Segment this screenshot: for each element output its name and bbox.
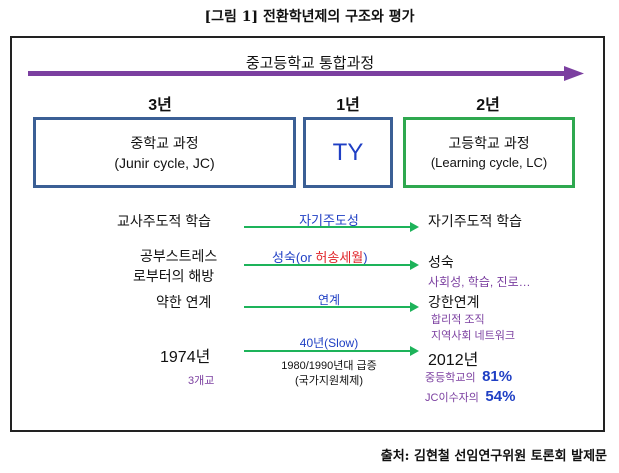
row2-left-text-1: 공부스트레스 [140, 248, 218, 264]
year-label-jc: 3년 [148, 97, 172, 114]
row3-right-text: 강한연계 [428, 294, 480, 310]
header-label: 중고등학교 통합과정 [245, 55, 375, 72]
stat-secondary-schools: 중등학교의 81% [425, 368, 512, 386]
row4-arrow-subtext-2: (국가지원체제) [294, 375, 364, 387]
row4-left-year: 1974년 [160, 349, 211, 366]
stat-jc-completers: JC이수자의 54% [425, 388, 515, 406]
diagram-frame [10, 36, 605, 432]
row2-arrow-label: 성숙(or 허송세월) [272, 247, 368, 266]
stat-jc-completers-label: JC이수자의 [425, 392, 479, 404]
row2-arrow-line [244, 264, 412, 266]
row2-arrow-label-a: 성숙(or [272, 250, 316, 265]
row1-arrow-head [410, 222, 419, 232]
row3-arrow-head [410, 302, 419, 312]
row2-right-text: 성숙 [428, 254, 454, 270]
row3-right-subtext-1: 합리적 조직 [431, 314, 485, 326]
row3-left-text: 약한 연계 [156, 294, 212, 310]
row2-arrow-head [410, 260, 419, 270]
row1-arrow-line [244, 226, 412, 228]
row4-right-year: 2012년 [428, 352, 479, 369]
row1-right-text: 자기주도적 학습 [428, 213, 523, 229]
row4-arrow-label: 40년(Slow) [299, 336, 359, 350]
junior-cycle-subtitle: (Junir cycle, JC) [114, 154, 215, 171]
stat-secondary-schools-label: 중등학교의 [425, 372, 476, 384]
junior-cycle-box: 중학교 과정 (Junir cycle, JC) [33, 117, 296, 188]
row2-right-subtext: 사회성, 학습, 진로… [428, 275, 531, 289]
row2-arrow-label-b: 허송세월 [315, 250, 364, 265]
source-caption: 출처: 김현철 선임연구위원 토론회 발제문 [380, 449, 607, 464]
row4-arrow-line [244, 350, 412, 352]
row2-arrow-label-c: ) [363, 250, 368, 265]
transition-year-label: TY [332, 138, 364, 166]
row4-arrow-head [410, 346, 419, 356]
header-arrow [28, 66, 584, 81]
header-arrow-shaft [28, 71, 566, 76]
row4-left-subtext: 3개교 [188, 375, 215, 387]
year-label-lc: 2년 [476, 97, 500, 114]
row1-left-text: 교사주도적 학습 [117, 213, 212, 229]
learning-cycle-subtitle: (Learning cycle, LC) [430, 154, 548, 170]
stat-secondary-schools-value: 81% [482, 368, 513, 385]
learning-cycle-title: 고등학교 과정 [448, 134, 530, 151]
row1-arrow-label: 자기주도성 [299, 213, 359, 228]
row4-arrow-subtext-1: 1980/1990년대 급증 [281, 360, 377, 372]
figure-title: [그림 1] 전환학년제의 구조와 평가 [204, 9, 415, 25]
row2-left-text-2: 로부터의 해방 [133, 268, 215, 284]
transition-year-box: TY [303, 117, 393, 188]
row3-arrow-line [244, 306, 412, 308]
stat-jc-completers-value: 54% [485, 388, 516, 405]
learning-cycle-box: 고등학교 과정 (Learning cycle, LC) [403, 117, 575, 188]
year-label-ty: 1년 [336, 97, 360, 114]
row3-arrow-label: 연계 [317, 293, 341, 307]
header-arrow-head [564, 66, 584, 81]
row3-right-subtext-2: 지역사회 네트워크 [431, 330, 516, 342]
junior-cycle-title: 중학교 과정 [130, 134, 199, 151]
